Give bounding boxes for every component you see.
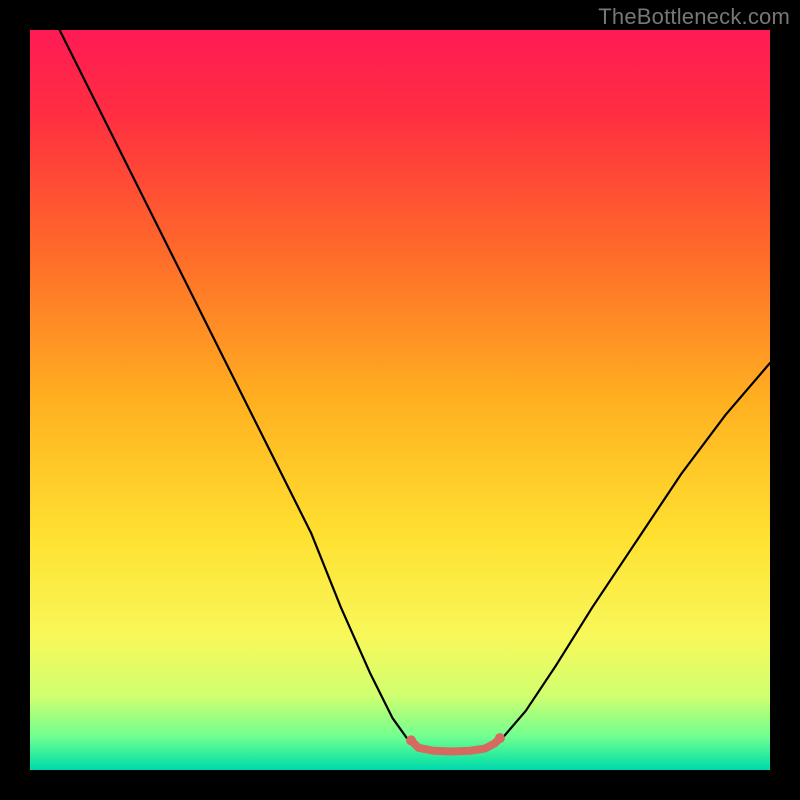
watermark-text: TheBottleneck.com (598, 4, 790, 30)
optimal-range-end-dot (495, 733, 505, 743)
optimal-range-start-dot (406, 735, 416, 745)
plot-area (30, 30, 770, 770)
bottleneck-chart (0, 0, 800, 800)
chart-frame: TheBottleneck.com (0, 0, 800, 800)
